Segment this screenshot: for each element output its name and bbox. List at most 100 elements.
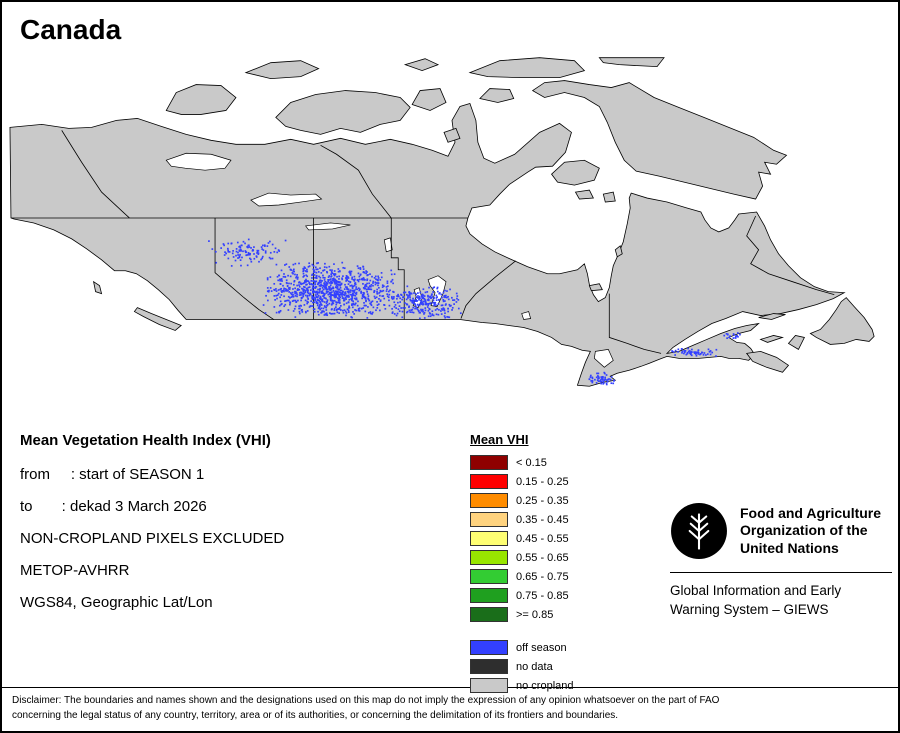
legend-items: < 0.15 0.15 - 0.25 0.25 - 0.35 0.35 - 0.45 0… — [470, 455, 574, 622]
info-heading: Mean Vegetation Health Index (VHI) — [20, 432, 271, 449]
legend-label: 0.65 - 0.75 — [516, 570, 569, 583]
legend-swatch — [470, 588, 508, 603]
canada-map — [9, 57, 875, 387]
legend-label: 0.35 - 0.45 — [516, 513, 569, 526]
legend-gap — [470, 626, 574, 640]
legend-label: no data — [516, 660, 553, 673]
legend-item: 0.65 - 0.75 — [470, 569, 574, 584]
legend-item: 0.45 - 0.55 — [470, 531, 574, 546]
map-island — [165, 84, 237, 115]
map-island — [745, 350, 790, 373]
legend-label: 0.55 - 0.65 — [516, 551, 569, 564]
disclaimer: Disclaimer: The boundaries and names sho… — [2, 687, 898, 731]
legend-label: no cropland — [516, 679, 574, 692]
map-island — [479, 88, 515, 103]
legend-swatch — [470, 493, 508, 508]
map-island — [133, 307, 182, 331]
map-island — [468, 57, 586, 78]
map-lake — [593, 349, 614, 368]
legend-item: < 0.15 — [470, 455, 574, 470]
org-name-line: United Nations — [740, 539, 839, 556]
map-border-yukon-nwt — [61, 130, 130, 219]
map-island — [787, 335, 806, 350]
info-block: Mean Vegetation Health Index (VHI) from … — [20, 432, 284, 626]
org-name-line: Food and Agriculture — [740, 504, 882, 521]
map-border-manitoba-ontario — [460, 260, 516, 319]
disclaimer-line: Disclaimer: The boundaries and names sho… — [12, 695, 720, 706]
map-border-nwt-nunavut — [320, 144, 392, 219]
legend-swatch — [470, 474, 508, 489]
giews-name: Global Information and Early Warning Sys… — [670, 582, 898, 620]
map-island — [275, 90, 411, 135]
org-name-line: Organization of the — [740, 522, 868, 539]
legend-label: 0.75 - 0.85 — [516, 589, 569, 602]
map-border-quebec-labrador — [746, 215, 835, 296]
map-lake — [383, 237, 393, 253]
map-island — [551, 159, 600, 186]
legend-swatch — [470, 550, 508, 565]
page-title: Canada — [20, 14, 122, 45]
map-island — [411, 88, 447, 111]
legend-item: no data — [470, 659, 574, 674]
map-lake — [250, 192, 323, 207]
map-lake — [165, 152, 232, 171]
map-island — [809, 297, 875, 345]
map-island — [443, 127, 461, 143]
legend-swatch — [470, 569, 508, 584]
map-border-bc-alberta — [214, 217, 275, 320]
fao-divider — [670, 572, 892, 573]
org-name: Food and Agriculture Organization of the… — [740, 505, 881, 558]
fao-block: Food and Agriculture Organization of the… — [670, 502, 898, 620]
map-island — [758, 313, 786, 320]
map-island — [244, 60, 320, 79]
info-line-sensor: METOP-AVHRR — [20, 562, 130, 579]
legend-item: 0.25 - 0.35 — [470, 493, 574, 508]
map-island — [598, 57, 665, 68]
wheat-icon — [688, 513, 710, 550]
legend-item: 0.15 - 0.25 — [470, 474, 574, 489]
map-island — [93, 280, 103, 295]
legend-item: no cropland — [470, 678, 574, 693]
disclaimer-line: concerning the legal status of any count… — [12, 710, 619, 721]
giews-line: Warning System – GIEWS — [670, 601, 829, 617]
legend-item: 0.55 - 0.65 — [470, 550, 574, 565]
giews-line: Global Information and Early — [670, 583, 842, 598]
legend-title: Mean VHI — [470, 432, 529, 447]
offseason-pixels — [208, 238, 741, 386]
legend-extra-items: off season no data no cropland — [470, 640, 574, 693]
map-border-saskatchewan-manitoba — [390, 217, 405, 320]
map-island — [588, 283, 603, 292]
legend-swatch — [470, 678, 508, 693]
legend-item: off season — [470, 640, 574, 655]
map-island — [759, 335, 785, 343]
info-line-to: to : dekad 3 March 2026 — [20, 498, 207, 515]
legend-swatch — [470, 531, 508, 546]
legend-swatch — [470, 455, 508, 470]
info-line-cropmask: NON-CROPLAND PIXELS EXCLUDED — [20, 530, 285, 547]
map-island — [403, 58, 440, 72]
map-island — [614, 245, 623, 258]
legend-label: off season — [516, 641, 567, 654]
map-border-ontario-quebec — [608, 293, 662, 354]
map-island — [574, 189, 594, 200]
legend-item: 0.75 - 0.85 — [470, 588, 574, 603]
legend-label: 0.45 - 0.55 — [516, 532, 569, 545]
legend-label: 0.15 - 0.25 — [516, 475, 569, 488]
fao-logo — [671, 503, 727, 559]
legend-label: >= 0.85 — [516, 608, 554, 621]
legend-swatch — [470, 607, 508, 622]
legend-item: >= 0.85 — [470, 607, 574, 622]
legend-item: 0.35 - 0.45 — [470, 512, 574, 527]
info-line-projection: WGS84, Geographic Lat/Lon — [20, 594, 213, 611]
legend-swatch — [470, 659, 508, 674]
legend-swatch — [470, 512, 508, 527]
legend-label: < 0.15 — [516, 456, 547, 469]
legend-swatch — [470, 640, 508, 655]
legend: Mean VHI < 0.15 0.15 - 0.25 0.25 - 0.35 0.3… — [470, 432, 574, 697]
map-lake — [521, 311, 532, 320]
legend-label: 0.25 - 0.35 — [516, 494, 569, 507]
info-line-from: from : start of SEASON 1 — [20, 466, 205, 483]
map-lake — [305, 222, 351, 231]
map-island — [602, 191, 616, 203]
